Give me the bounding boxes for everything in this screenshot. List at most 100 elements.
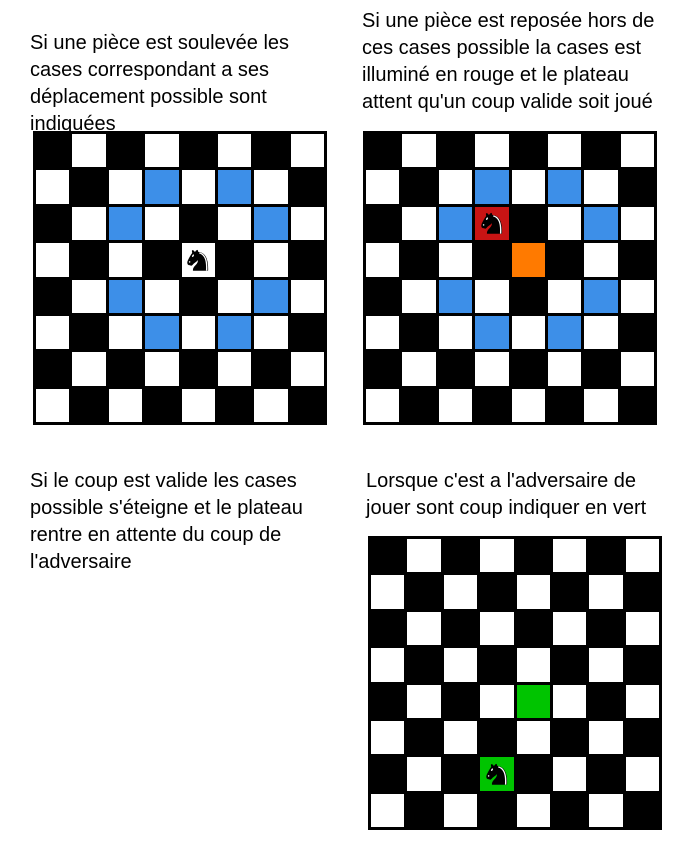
- board-square[interactable]: [366, 243, 400, 277]
- board-square[interactable]: [438, 352, 473, 386]
- board-square[interactable]: [480, 539, 514, 573]
- board-square[interactable]: [290, 315, 324, 350]
- board-square[interactable]: [402, 315, 436, 350]
- board-square[interactable]: [589, 684, 623, 718]
- board-square-possible[interactable]: [254, 279, 288, 313]
- board-square[interactable]: [217, 206, 252, 241]
- board-square[interactable]: [552, 648, 587, 682]
- board-square-with-piece[interactable]: [475, 206, 509, 241]
- board-square[interactable]: [407, 539, 441, 573]
- board-square[interactable]: [402, 206, 436, 241]
- board-square[interactable]: [181, 134, 215, 168]
- board-square[interactable]: [584, 352, 618, 386]
- board-square[interactable]: [72, 279, 106, 313]
- board-square[interactable]: [480, 684, 514, 718]
- board-square[interactable]: [620, 243, 654, 277]
- board-square[interactable]: [547, 243, 582, 277]
- board-square[interactable]: [108, 388, 143, 422]
- board-square[interactable]: [589, 648, 623, 682]
- board-square[interactable]: [181, 315, 215, 350]
- board-square[interactable]: [584, 388, 618, 422]
- board-square[interactable]: [443, 611, 478, 646]
- board-square[interactable]: [516, 757, 550, 791]
- board-square[interactable]: [254, 243, 288, 277]
- board-square[interactable]: [516, 793, 550, 827]
- board-square[interactable]: [407, 575, 441, 609]
- board-square[interactable]: [516, 539, 550, 573]
- board-square[interactable]: [625, 575, 659, 609]
- board-square[interactable]: [36, 352, 70, 386]
- board-square-placed[interactable]: [511, 243, 545, 277]
- board-square[interactable]: [625, 539, 659, 573]
- board-square[interactable]: [217, 243, 252, 277]
- board-square-possible[interactable]: [145, 170, 179, 204]
- board-square[interactable]: [108, 170, 143, 204]
- board-square[interactable]: [407, 648, 441, 682]
- board-square[interactable]: [443, 575, 478, 609]
- board-square-possible[interactable]: [584, 206, 618, 241]
- board-square[interactable]: [407, 611, 441, 646]
- board-square[interactable]: [511, 352, 545, 386]
- board-square[interactable]: [547, 352, 582, 386]
- board-square[interactable]: [511, 170, 545, 204]
- board-square[interactable]: [625, 648, 659, 682]
- board-square[interactable]: [589, 757, 623, 791]
- board-square[interactable]: [620, 352, 654, 386]
- board-square[interactable]: [552, 757, 587, 791]
- board-square[interactable]: [36, 243, 70, 277]
- board-square[interactable]: [516, 575, 550, 609]
- board-square[interactable]: [407, 720, 441, 755]
- board-square[interactable]: [181, 170, 215, 204]
- board-square[interactable]: [36, 170, 70, 204]
- board-square[interactable]: [589, 793, 623, 827]
- board-square[interactable]: [371, 539, 405, 573]
- board-square[interactable]: [443, 648, 478, 682]
- board-square-possible[interactable]: [547, 170, 582, 204]
- board-square[interactable]: [36, 206, 70, 241]
- board-square[interactable]: [589, 720, 623, 755]
- board-square[interactable]: [290, 279, 324, 313]
- board-square[interactable]: [584, 170, 618, 204]
- board-square[interactable]: [145, 279, 179, 313]
- board-square-with-piece[interactable]: [181, 243, 215, 277]
- board-square[interactable]: [625, 757, 659, 791]
- board-square[interactable]: [584, 243, 618, 277]
- board-square[interactable]: [443, 793, 478, 827]
- board-square-possible[interactable]: [254, 206, 288, 241]
- board-square[interactable]: [480, 575, 514, 609]
- board-square[interactable]: [516, 611, 550, 646]
- board-square[interactable]: [145, 352, 179, 386]
- board-square[interactable]: [552, 539, 587, 573]
- board-square-possible[interactable]: [475, 170, 509, 204]
- board-square[interactable]: [443, 757, 478, 791]
- board-square[interactable]: [371, 720, 405, 755]
- board-square[interactable]: [475, 352, 509, 386]
- board-square[interactable]: [371, 611, 405, 646]
- board-square[interactable]: [407, 757, 441, 791]
- board-square[interactable]: [254, 388, 288, 422]
- board-square[interactable]: [443, 539, 478, 573]
- board-square-possible[interactable]: [108, 206, 143, 241]
- board-square[interactable]: [625, 720, 659, 755]
- board-square[interactable]: [620, 170, 654, 204]
- board-square[interactable]: [475, 134, 509, 168]
- board-square[interactable]: [366, 279, 400, 313]
- board-square[interactable]: [511, 388, 545, 422]
- board-square-with-piece[interactable]: [480, 757, 514, 791]
- board-square[interactable]: [620, 315, 654, 350]
- board-square[interactable]: [36, 279, 70, 313]
- board-square[interactable]: [584, 315, 618, 350]
- board-square[interactable]: [290, 170, 324, 204]
- board-square[interactable]: [371, 575, 405, 609]
- board-square-possible[interactable]: [217, 315, 252, 350]
- board-square[interactable]: [438, 170, 473, 204]
- board-square[interactable]: [402, 134, 436, 168]
- board-square[interactable]: [402, 352, 436, 386]
- board-square[interactable]: [475, 243, 509, 277]
- board-square[interactable]: [438, 134, 473, 168]
- board-square[interactable]: [290, 134, 324, 168]
- board-square[interactable]: [181, 279, 215, 313]
- board-square[interactable]: [620, 134, 654, 168]
- board-square[interactable]: [36, 315, 70, 350]
- board-square[interactable]: [620, 206, 654, 241]
